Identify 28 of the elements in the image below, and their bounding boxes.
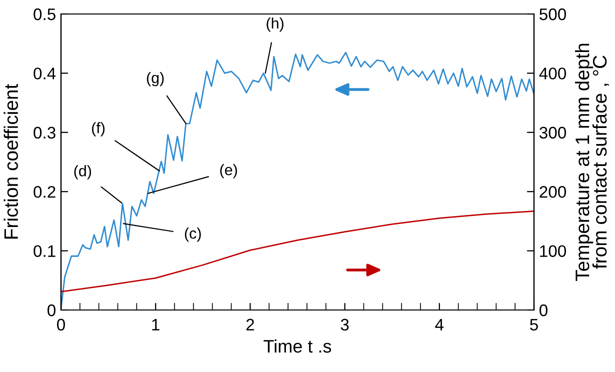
y2-tick-label: 100 (540, 245, 566, 258)
y2-tick-label: 400 (539, 68, 566, 80)
x-tick-label: 5 (530, 318, 538, 331)
line-series (61, 210, 534, 292)
y-tick-label: 0.4 (34, 68, 56, 80)
x-tick-label: 4 (435, 318, 444, 330)
y2-tick-label: 0 (540, 304, 548, 316)
x-axis-title: Time t .s (264, 339, 332, 353)
y-tick-label: 0.5 (34, 8, 56, 20)
annotation: (h) (266, 17, 284, 32)
y-tick-label: 0 (48, 304, 56, 316)
annotation: (d) (74, 165, 92, 180)
y-tick-label: 0.1 (34, 245, 56, 258)
y-tick-label: 0.2 (34, 186, 56, 198)
y2-axis-title: Temperature at 1 mm depth from contact surface , °C (575, 44, 609, 281)
x-tick-label: 0 (57, 318, 65, 331)
x-tick-label: 1 (152, 318, 160, 330)
y2-tick-label: 500 (540, 8, 566, 20)
y-axis-title: Friction coefficient (4, 84, 18, 239)
y-tick-label: 0.3 (34, 126, 56, 139)
annotation: (c) (184, 228, 201, 242)
annotation: (f) (92, 122, 105, 136)
annotation: (g) (146, 72, 164, 86)
x-tick-label: 3 (340, 318, 349, 331)
annotation: (e) (220, 164, 237, 178)
y2-tick-label: 200 (540, 186, 566, 198)
x-tick-label: 2 (246, 318, 254, 330)
y2-tick-label: 300 (539, 126, 566, 139)
